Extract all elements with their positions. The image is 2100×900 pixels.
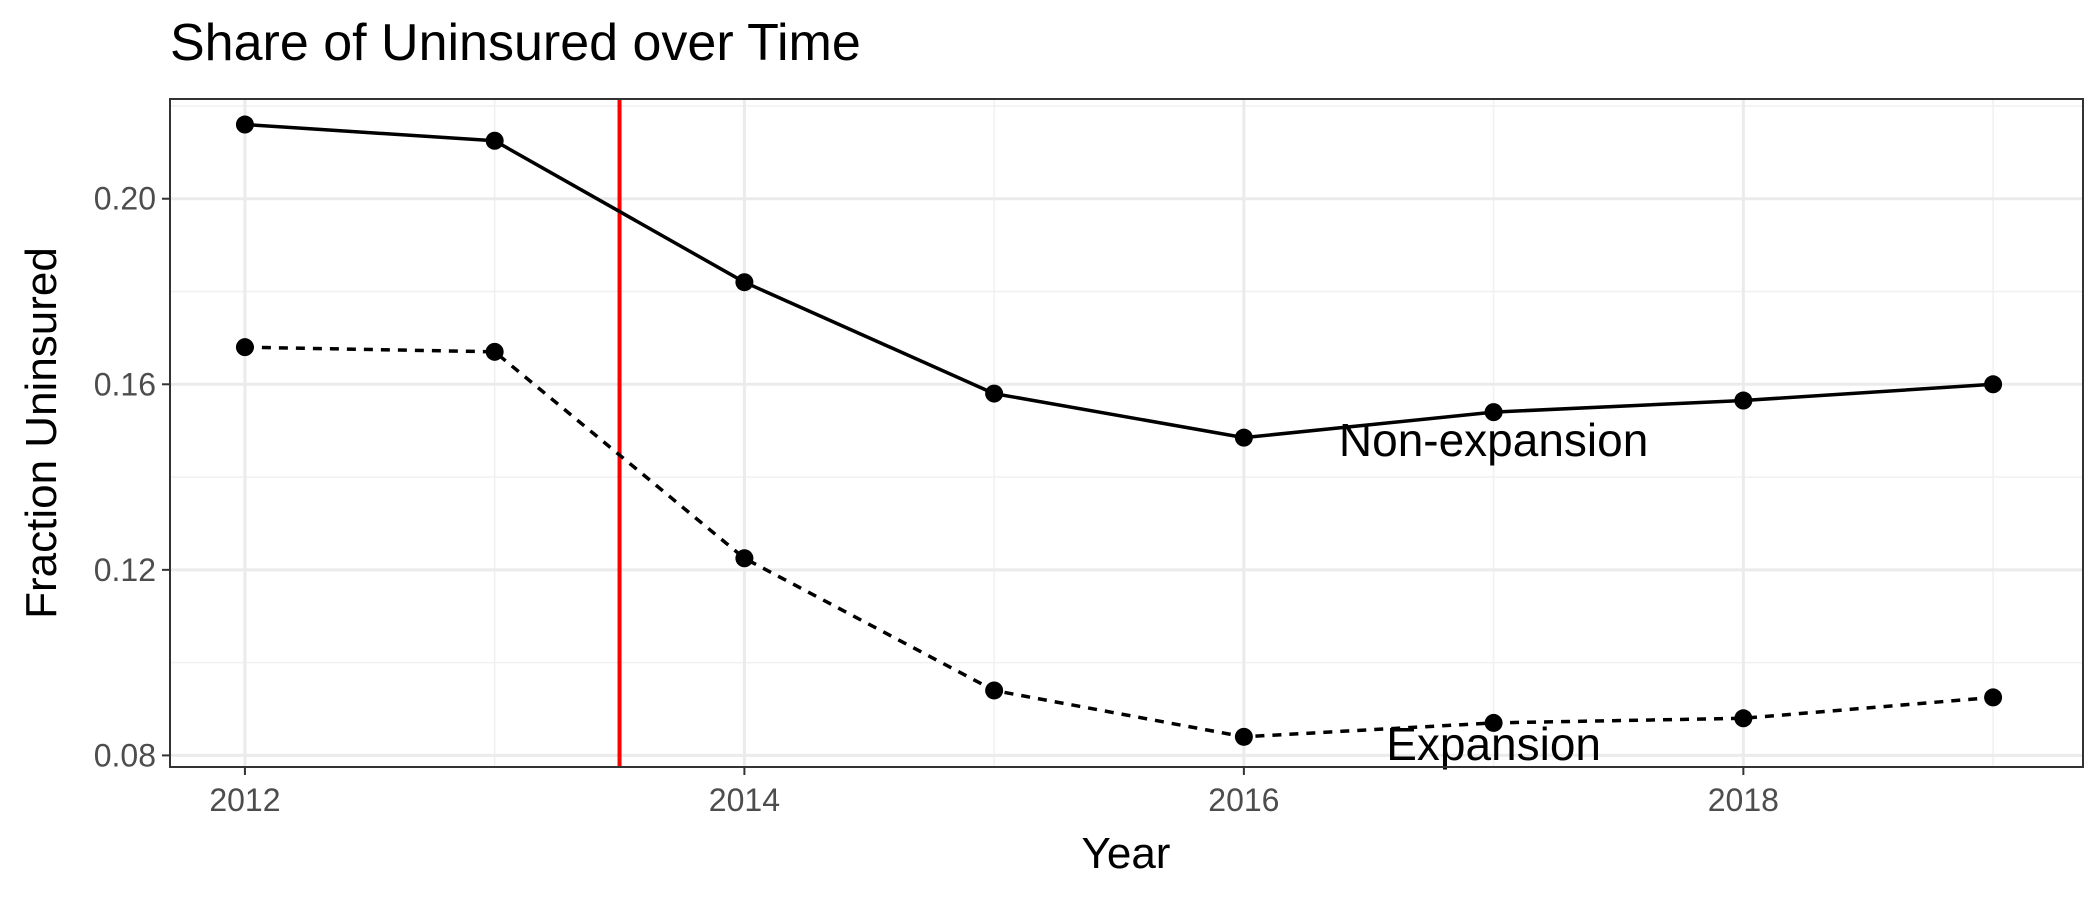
data-point-expansion [1484,713,1503,732]
series-points [235,115,2003,746]
grid-minor [170,99,2083,767]
y-axis: 0.08 0.12 0.16 0.20 [94,181,170,773]
data-point-expansion [1234,727,1253,746]
data-point-expansion [235,338,254,357]
x-axis-title: Year [1082,829,1171,878]
data-point-non-expansion [735,273,754,292]
data-point-non-expansion [1234,428,1253,447]
data-point-expansion [1984,688,2003,707]
series-lines [244,122,1994,739]
data-point-expansion [735,549,754,568]
data-point-non-expansion [1484,403,1503,422]
y-tick-label: 0.12 [94,552,156,588]
x-tick-label: 2012 [209,782,280,818]
data-point-expansion [1734,709,1753,728]
data-point-non-expansion [485,131,504,150]
x-tick-label: 2016 [1208,782,1279,818]
chart-title: Share of Uninsured over Time [170,14,861,72]
series-line-non-expansion [244,122,1994,440]
data-point-non-expansion [985,384,1004,403]
data-point-non-expansion [1984,375,2003,394]
plot-border [169,98,2084,768]
series-label-non-expansion: Non-expansion [1339,414,1648,466]
series-line-expansion [244,345,1994,739]
x-tick-label: 2014 [709,782,780,818]
series-label-expansion: Expansion [1386,718,1601,770]
data-point-non-expansion [235,115,254,134]
y-axis-title: Fraction Uninsured [17,247,66,619]
y-tick-label: 0.08 [94,737,156,773]
y-tick-label: 0.20 [94,181,156,217]
y-tick-label: 0.16 [94,366,156,402]
x-tick-label: 2018 [1708,782,1779,818]
data-point-non-expansion [1734,391,1753,410]
plot-background [170,99,2083,767]
series-labels: Non-expansion Expansion [1339,414,1648,770]
x-axis: 2012 2014 2016 2018 [209,767,1779,818]
data-point-expansion [485,342,504,361]
data-point-expansion [985,681,1004,700]
